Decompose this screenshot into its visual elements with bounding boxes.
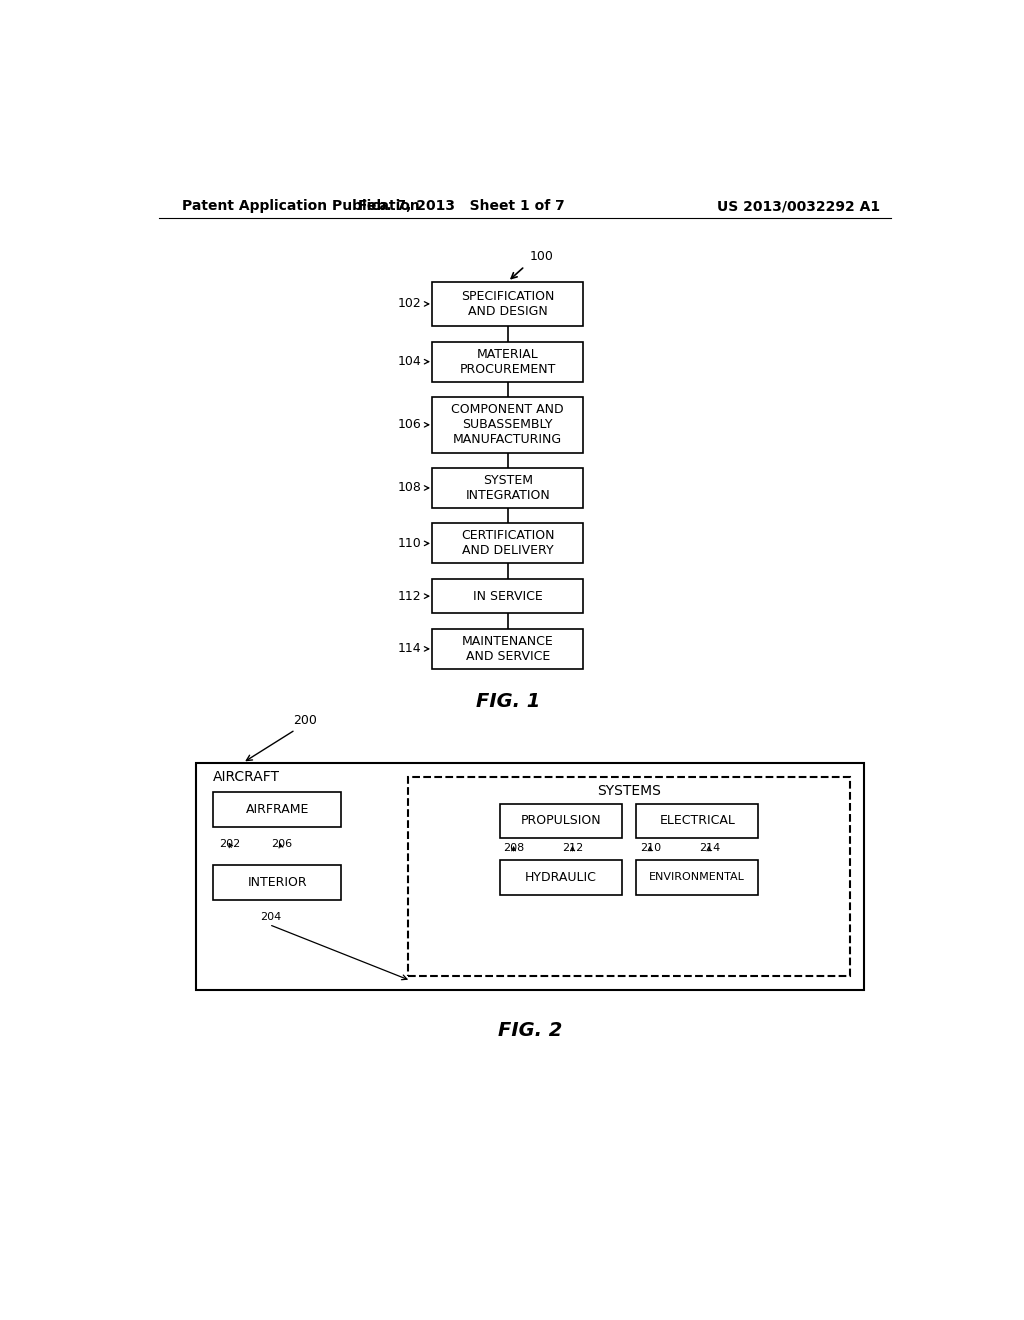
Text: 104: 104 (397, 355, 421, 368)
Bar (197, 763, 864, 990)
Text: 100: 100 (529, 251, 553, 264)
Text: 202: 202 (219, 838, 241, 849)
Bar (636, 859, 759, 895)
Bar (500, 859, 622, 895)
Text: 112: 112 (397, 590, 421, 603)
Bar (636, 804, 759, 838)
Text: 208: 208 (504, 842, 524, 853)
Bar (432, 397, 584, 453)
Bar (432, 578, 584, 614)
Text: 108: 108 (397, 482, 421, 495)
Text: 102: 102 (397, 297, 421, 310)
Bar (408, 776, 850, 977)
Text: US 2013/0032292 A1: US 2013/0032292 A1 (717, 199, 880, 213)
Bar (432, 628, 584, 669)
Text: COMPONENT AND
SUBASSEMBLY
MANUFACTURING: COMPONENT AND SUBASSEMBLY MANUFACTURING (452, 404, 564, 446)
Text: ENVIRONMENTAL: ENVIRONMENTAL (649, 873, 745, 882)
Text: SYSTEM
INTEGRATION: SYSTEM INTEGRATION (465, 474, 550, 502)
Text: MAINTENANCE
AND SERVICE: MAINTENANCE AND SERVICE (462, 635, 554, 663)
Bar (213, 866, 341, 900)
Text: 200: 200 (293, 714, 317, 727)
Text: 214: 214 (698, 842, 720, 853)
Text: FIG. 1: FIG. 1 (475, 692, 540, 710)
Text: ELECTRICAL: ELECTRICAL (659, 814, 735, 828)
Text: MATERIAL
PROCUREMENT: MATERIAL PROCUREMENT (460, 347, 556, 376)
Text: SYSTEMS: SYSTEMS (597, 784, 660, 797)
Bar (432, 469, 584, 508)
Bar (432, 524, 584, 564)
Text: AIRCRAFT: AIRCRAFT (213, 770, 281, 784)
Text: 206: 206 (271, 838, 293, 849)
Text: INTERIOR: INTERIOR (248, 876, 307, 890)
Text: 210: 210 (640, 842, 662, 853)
Bar (213, 792, 341, 826)
Bar (432, 342, 584, 381)
Text: IN SERVICE: IN SERVICE (473, 590, 543, 603)
Text: 110: 110 (397, 537, 421, 550)
Text: HYDRAULIC: HYDRAULIC (525, 871, 597, 883)
Bar (432, 281, 584, 326)
Text: SPECIFICATION
AND DESIGN: SPECIFICATION AND DESIGN (461, 290, 554, 318)
Text: AIRFRAME: AIRFRAME (246, 803, 309, 816)
Text: 114: 114 (397, 643, 421, 656)
Text: Patent Application Publication: Patent Application Publication (182, 199, 420, 213)
Text: 106: 106 (397, 418, 421, 432)
Text: PROPULSION: PROPULSION (520, 814, 601, 828)
Text: 204: 204 (260, 912, 281, 921)
Text: FIG. 2: FIG. 2 (498, 1020, 562, 1040)
Text: 212: 212 (562, 842, 584, 853)
Text: Feb. 7, 2013   Sheet 1 of 7: Feb. 7, 2013 Sheet 1 of 7 (357, 199, 564, 213)
Text: CERTIFICATION
AND DELIVERY: CERTIFICATION AND DELIVERY (461, 529, 555, 557)
Bar (500, 804, 622, 838)
